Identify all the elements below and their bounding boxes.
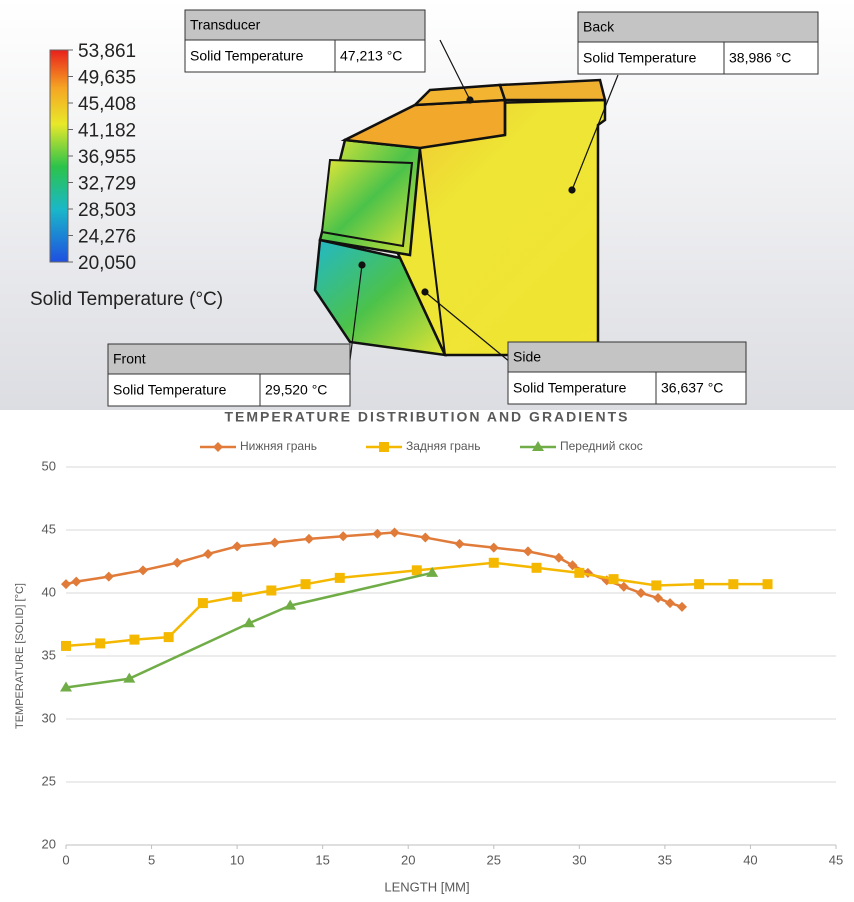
marker <box>651 580 661 590</box>
marker <box>728 579 738 589</box>
color-scale-label: 53,861 <box>78 41 136 62</box>
marker <box>232 592 242 602</box>
color-scale-label: 20,050 <box>78 253 136 274</box>
marker <box>390 528 400 538</box>
callout-title: Side <box>513 349 541 365</box>
color-scale-title: Solid Temperature (°C) <box>30 289 223 310</box>
marker <box>574 568 584 578</box>
y-tick-label: 45 <box>42 521 56 536</box>
marker <box>489 558 499 568</box>
x-tick-label: 40 <box>743 852 757 867</box>
marker <box>420 533 430 543</box>
marker <box>198 598 208 608</box>
marker <box>554 553 564 563</box>
marker <box>95 638 105 648</box>
marker <box>609 574 619 584</box>
marker <box>636 588 646 598</box>
marker <box>523 546 533 556</box>
marker <box>532 563 542 573</box>
legend-label: Передний скос <box>560 439 643 453</box>
callout-title: Front <box>113 351 146 367</box>
legend-label: Задняя грань <box>406 439 480 453</box>
x-tick-label: 45 <box>829 852 843 867</box>
marker <box>301 579 311 589</box>
callout-field: Solid Temperature <box>583 50 697 66</box>
color-scale-label: 45,408 <box>78 94 136 115</box>
color-scale-label: 49,635 <box>78 68 136 89</box>
marker <box>270 538 280 548</box>
color-scale-label: 36,955 <box>78 147 136 168</box>
marker <box>138 565 148 575</box>
marker <box>164 632 174 642</box>
callout-value: 47,213 °C <box>340 48 402 64</box>
marker <box>653 593 663 603</box>
x-tick-label: 30 <box>572 852 586 867</box>
x-tick-label: 15 <box>315 852 329 867</box>
y-tick-label: 30 <box>42 710 56 725</box>
chart: TEMPERATURE DISTRIBUTION AND GRADIENTS L… <box>14 409 843 895</box>
legend-marker <box>213 442 223 452</box>
marker <box>619 582 629 592</box>
marker <box>71 577 81 587</box>
marker <box>412 565 422 575</box>
marker <box>61 641 71 651</box>
marker <box>61 579 71 589</box>
marker <box>677 602 687 612</box>
series-line <box>66 573 432 688</box>
marker <box>489 543 499 553</box>
marker <box>232 541 242 551</box>
marker <box>266 585 276 595</box>
marker <box>335 573 345 583</box>
x-tick-label: 10 <box>230 852 244 867</box>
callout-value: 38,986 °C <box>729 50 791 66</box>
callout-title: Transducer <box>190 17 261 33</box>
marker <box>129 635 139 645</box>
marker <box>338 531 348 541</box>
marker <box>763 579 773 589</box>
marker <box>694 579 704 589</box>
color-scale-label: 41,182 <box>78 121 136 142</box>
y-tick-label: 40 <box>42 584 56 599</box>
marker <box>665 598 675 608</box>
color-scale-label: 28,503 <box>78 200 136 221</box>
legend-marker <box>379 442 389 452</box>
chart-title: TEMPERATURE DISTRIBUTION AND GRADIENTS <box>225 409 630 425</box>
marker <box>304 534 314 544</box>
y-tick-label: 25 <box>42 773 56 788</box>
x-tick-label: 5 <box>148 852 155 867</box>
x-tick-label: 35 <box>658 852 672 867</box>
x-axis-label: LENGTH [MM] <box>384 879 469 894</box>
x-tick-label: 25 <box>487 852 501 867</box>
color-scale-label: 24,276 <box>78 227 136 248</box>
callout-field: Solid Temperature <box>513 380 627 396</box>
y-axis-label: TEMPERATURE [SOLID] [°C] <box>14 583 26 729</box>
y-tick-label: 35 <box>42 647 56 662</box>
page: Solid Temperature (°C) Transducer Solid T… <box>0 0 854 902</box>
marker <box>455 539 465 549</box>
callout-title: Back <box>583 19 615 35</box>
x-tick-label: 0 <box>62 852 69 867</box>
callout-header <box>508 342 746 372</box>
legend-label: Нижняя грань <box>240 439 317 453</box>
y-tick-label: 20 <box>42 836 56 851</box>
x-tick-label: 20 <box>401 852 415 867</box>
marker <box>172 558 182 568</box>
marker <box>104 572 114 582</box>
y-tick-label: 50 <box>42 458 56 473</box>
callout-field: Solid Temperature <box>190 48 304 64</box>
callout-field: Solid Temperature <box>113 382 227 398</box>
callout-value: 36,637 °C <box>661 380 723 396</box>
marker <box>203 549 213 559</box>
color-scale-bar <box>50 50 68 262</box>
color-scale-label: 32,729 <box>78 174 136 195</box>
callout-value: 29,520 °C <box>265 382 327 398</box>
